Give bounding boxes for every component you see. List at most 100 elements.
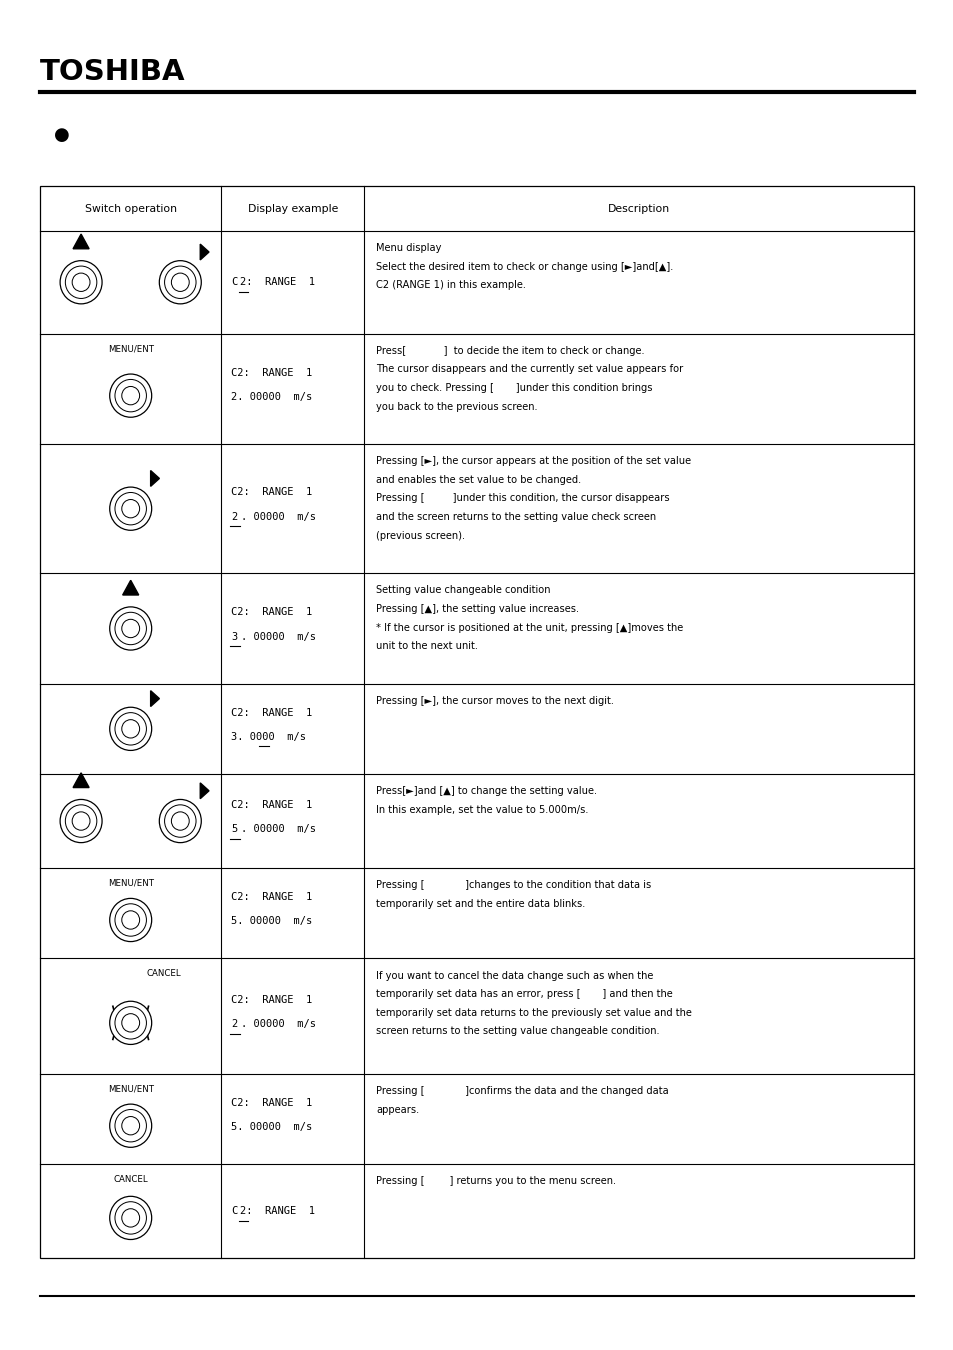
Text: unit to the next unit.: unit to the next unit. bbox=[375, 641, 477, 651]
Polygon shape bbox=[73, 772, 89, 787]
Text: Switch operation: Switch operation bbox=[85, 204, 176, 213]
Text: screen returns to the setting value changeable condition.: screen returns to the setting value chan… bbox=[375, 1026, 659, 1037]
Ellipse shape bbox=[122, 620, 139, 637]
Polygon shape bbox=[123, 580, 138, 595]
Text: Pressing [             ]changes to the condition that data is: Pressing [ ]changes to the condition tha… bbox=[375, 880, 651, 890]
Ellipse shape bbox=[165, 266, 196, 298]
Ellipse shape bbox=[60, 799, 102, 842]
Text: Pressing [►], the cursor moves to the next digit.: Pressing [►], the cursor moves to the ne… bbox=[375, 695, 613, 706]
Text: Press[►]and [▲] to change the setting value.: Press[►]and [▲] to change the setting va… bbox=[375, 786, 597, 796]
Text: C2:  RANGE  1: C2: RANGE 1 bbox=[231, 487, 312, 498]
Ellipse shape bbox=[65, 266, 97, 298]
Ellipse shape bbox=[115, 713, 147, 745]
Ellipse shape bbox=[159, 799, 201, 842]
Text: Pressing [        ] returns you to the menu screen.: Pressing [ ] returns you to the menu scr… bbox=[375, 1176, 616, 1187]
Ellipse shape bbox=[110, 898, 152, 941]
Ellipse shape bbox=[172, 811, 189, 830]
Ellipse shape bbox=[159, 261, 201, 304]
Text: 5. 00000  m/s: 5. 00000 m/s bbox=[231, 917, 312, 926]
Ellipse shape bbox=[110, 707, 152, 751]
Text: and enables the set value to be changed.: and enables the set value to be changed. bbox=[375, 475, 580, 485]
Text: MENU/ENT: MENU/ENT bbox=[108, 879, 153, 888]
Text: . 00000  m/s: . 00000 m/s bbox=[240, 1019, 315, 1029]
Ellipse shape bbox=[115, 903, 147, 936]
Text: Pressing [►], the cursor appears at the position of the set value: Pressing [►], the cursor appears at the … bbox=[375, 456, 690, 466]
Ellipse shape bbox=[72, 273, 90, 292]
Text: C2:  RANGE  1: C2: RANGE 1 bbox=[231, 367, 312, 378]
Text: CANCEL: CANCEL bbox=[113, 1174, 148, 1184]
Text: The cursor disappears and the currently set value appears for: The cursor disappears and the currently … bbox=[375, 364, 682, 374]
Text: C: C bbox=[231, 1206, 237, 1216]
Ellipse shape bbox=[115, 1110, 147, 1142]
Ellipse shape bbox=[110, 1104, 152, 1148]
Ellipse shape bbox=[122, 1116, 139, 1135]
Text: . 00000  m/s: . 00000 m/s bbox=[240, 824, 315, 834]
Ellipse shape bbox=[65, 805, 97, 837]
Text: you back to the previous screen.: you back to the previous screen. bbox=[375, 402, 537, 412]
Text: Menu display: Menu display bbox=[375, 243, 441, 252]
Text: appears.: appears. bbox=[375, 1104, 418, 1115]
Text: and the screen returns to the setting value check screen: and the screen returns to the setting va… bbox=[375, 512, 656, 522]
Text: C: C bbox=[231, 277, 237, 288]
Ellipse shape bbox=[110, 1002, 152, 1045]
Text: temporarily set data returns to the previously set value and the: temporarily set data returns to the prev… bbox=[375, 1008, 691, 1018]
Text: Setting value changeable condition: Setting value changeable condition bbox=[375, 586, 550, 595]
Text: C2:  RANGE  1: C2: RANGE 1 bbox=[231, 892, 312, 902]
Text: If you want to cancel the data change such as when the: If you want to cancel the data change su… bbox=[375, 971, 653, 980]
Ellipse shape bbox=[110, 1196, 152, 1239]
Polygon shape bbox=[73, 234, 89, 248]
Text: Pressing [▲], the setting value increases.: Pressing [▲], the setting value increase… bbox=[375, 603, 578, 614]
Text: ●: ● bbox=[54, 126, 71, 143]
Text: Display example: Display example bbox=[248, 204, 337, 213]
Text: C2 (RANGE 1) in this example.: C2 (RANGE 1) in this example. bbox=[375, 281, 525, 290]
Ellipse shape bbox=[122, 386, 139, 405]
Text: . 00000  m/s: . 00000 m/s bbox=[240, 512, 315, 522]
Text: TOSHIBA: TOSHIBA bbox=[40, 58, 186, 86]
Ellipse shape bbox=[115, 1007, 147, 1040]
Text: you to check. Pressing [       ]under this condition brings: you to check. Pressing [ ]under this con… bbox=[375, 383, 652, 393]
Ellipse shape bbox=[115, 379, 147, 412]
Text: C2:  RANGE  1: C2: RANGE 1 bbox=[231, 995, 312, 1004]
Text: Description: Description bbox=[607, 204, 670, 213]
Text: 2. 00000  m/s: 2. 00000 m/s bbox=[231, 392, 312, 402]
Ellipse shape bbox=[122, 1014, 139, 1031]
Text: MENU/ENT: MENU/ENT bbox=[108, 1084, 153, 1094]
Text: In this example, set the value to 5.000m/s.: In this example, set the value to 5.000m… bbox=[375, 805, 588, 815]
Text: Select the desired item to check or change using [►]and[▲].: Select the desired item to check or chan… bbox=[375, 262, 673, 271]
Ellipse shape bbox=[115, 1202, 147, 1234]
Text: C2:  RANGE  1: C2: RANGE 1 bbox=[231, 707, 312, 718]
Text: C2:  RANGE  1: C2: RANGE 1 bbox=[231, 608, 312, 617]
Text: 5: 5 bbox=[231, 824, 237, 834]
Text: 3. 0000  m/s: 3. 0000 m/s bbox=[231, 732, 306, 742]
Text: Press[            ]  to decide the item to check or change.: Press[ ] to decide the item to check or … bbox=[375, 346, 644, 356]
Text: (previous screen).: (previous screen). bbox=[375, 531, 464, 541]
Ellipse shape bbox=[115, 613, 147, 645]
Text: C2:  RANGE  1: C2: RANGE 1 bbox=[231, 1098, 312, 1108]
Ellipse shape bbox=[60, 261, 102, 304]
Text: CANCEL: CANCEL bbox=[147, 969, 181, 979]
Ellipse shape bbox=[165, 805, 196, 837]
Ellipse shape bbox=[122, 500, 139, 518]
Polygon shape bbox=[200, 783, 209, 799]
Polygon shape bbox=[200, 244, 209, 261]
Text: * If the cursor is positioned at the unit, pressing [▲]moves the: * If the cursor is positioned at the uni… bbox=[375, 622, 682, 633]
Ellipse shape bbox=[122, 720, 139, 738]
Ellipse shape bbox=[110, 608, 152, 651]
Text: 2:  RANGE  1: 2: RANGE 1 bbox=[240, 277, 315, 288]
Ellipse shape bbox=[115, 493, 147, 525]
Text: 3: 3 bbox=[231, 632, 237, 641]
Ellipse shape bbox=[110, 374, 152, 417]
Bar bbox=[40, 186, 913, 1258]
Text: 2:  RANGE  1: 2: RANGE 1 bbox=[240, 1206, 315, 1216]
Text: 2: 2 bbox=[231, 1019, 237, 1029]
Text: Pressing [         ]under this condition, the cursor disappears: Pressing [ ]under this condition, the cu… bbox=[375, 494, 669, 504]
Ellipse shape bbox=[72, 811, 90, 830]
Ellipse shape bbox=[110, 487, 152, 531]
Polygon shape bbox=[151, 471, 159, 486]
Text: C2:  RANGE  1: C2: RANGE 1 bbox=[231, 799, 312, 810]
Ellipse shape bbox=[122, 911, 139, 929]
Text: temporarily set and the entire data blinks.: temporarily set and the entire data blin… bbox=[375, 899, 584, 909]
Ellipse shape bbox=[172, 273, 189, 292]
Ellipse shape bbox=[122, 1208, 139, 1227]
Text: temporarily set data has an error, press [       ] and then the: temporarily set data has an error, press… bbox=[375, 990, 672, 999]
